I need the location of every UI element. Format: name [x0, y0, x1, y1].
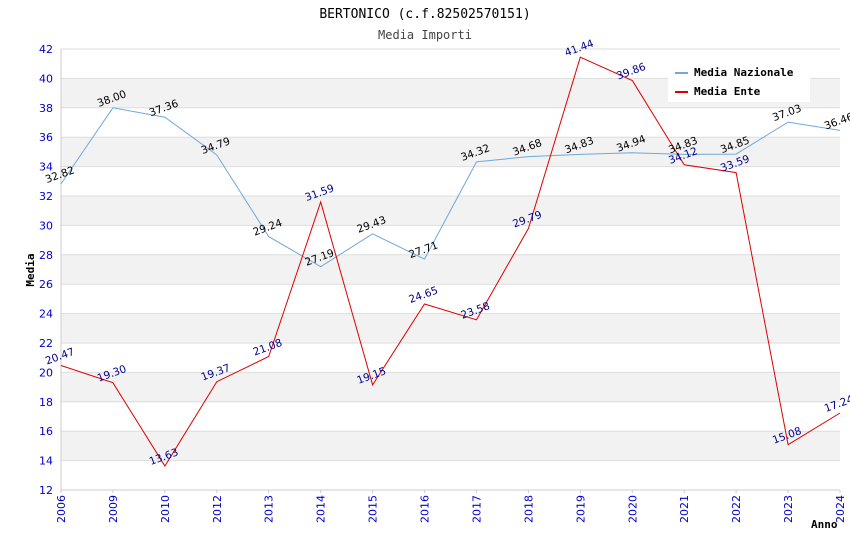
- x-tick-label: 2010: [159, 495, 172, 523]
- grid-band: [61, 431, 840, 461]
- x-tick-label: 2019: [574, 495, 587, 523]
- chart-subtitle: Media Importi: [378, 28, 472, 42]
- axes: [60, 49, 840, 491]
- x-tick-label: 2012: [211, 495, 224, 523]
- series-lines: [60, 56, 841, 467]
- chart-title: BERTONICO (c.f.82502570151): [319, 7, 530, 22]
- y-tick-label: 18: [39, 396, 53, 409]
- grid-band: [61, 254, 840, 285]
- x-tick-label: 2015: [367, 495, 380, 523]
- y-tick-label: 30: [39, 219, 53, 232]
- y-tick-label: 24: [39, 308, 53, 321]
- x-tick-label: 2018: [522, 495, 535, 523]
- y-tick-label: 12: [39, 484, 53, 497]
- y-tick-label: 14: [39, 455, 53, 468]
- x-tick-label: 2017: [470, 495, 483, 523]
- x-tick-label: 2023: [782, 495, 795, 523]
- x-tick-label: 2013: [263, 495, 276, 523]
- y-tick-label: 22: [39, 337, 53, 350]
- x-tick-label: 2022: [730, 495, 743, 523]
- x-tick-label: 2009: [107, 495, 120, 523]
- series-line-media-ente: [60, 56, 841, 467]
- x-ticks: 2006 2009 2010 2012 2013 2014 2015 2016 2017 2018…: [55, 490, 847, 523]
- x-tick-label: 2014: [315, 495, 328, 523]
- y-tick-label: 32: [39, 190, 53, 203]
- grid-bands: [61, 78, 840, 461]
- series-line-media-nazionale: [60, 107, 841, 268]
- grid-band: [61, 372, 840, 402]
- y-tick-label: 36: [39, 131, 53, 144]
- y-tick-label: 26: [39, 278, 53, 291]
- legend-label: Media Nazionale: [694, 66, 794, 79]
- y-tick-label: 28: [39, 249, 53, 262]
- x-tick-label: 2020: [626, 495, 639, 523]
- data-label-nazionale: 36.46: [823, 111, 850, 133]
- x-tick-label: 2024: [834, 495, 847, 523]
- legend-label: Media Ente: [694, 85, 761, 98]
- y-tick-label: 34: [39, 161, 53, 174]
- y-ticks: 12 14 16 18 20 22 24 26 28 30 32 34 36 38 40 42: [39, 43, 53, 497]
- grid-band: [61, 137, 840, 167]
- data-label-ente: 24.65: [407, 284, 439, 306]
- y-tick-label: 16: [39, 425, 53, 438]
- y-tick-label: 20: [39, 366, 53, 379]
- y-tick-label: 38: [39, 102, 53, 115]
- x-axis-label: Anno: [811, 518, 838, 531]
- x-tick-label: 2006: [55, 495, 68, 523]
- x-tick-label: 2021: [678, 495, 691, 523]
- y-tick-label: 40: [39, 72, 53, 85]
- y-axis-label: Media: [24, 253, 37, 286]
- x-tick-label: 2016: [419, 495, 432, 523]
- legend-box: [668, 58, 810, 102]
- grid-band: [61, 313, 840, 343]
- data-label-ente: 41.44: [563, 38, 596, 60]
- legend: Media Nazionale Media Ente: [668, 58, 810, 102]
- y-tick-label: 42: [39, 43, 53, 56]
